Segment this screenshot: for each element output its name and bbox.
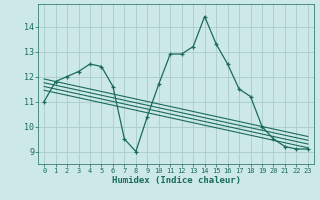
X-axis label: Humidex (Indice chaleur): Humidex (Indice chaleur) <box>111 176 241 185</box>
